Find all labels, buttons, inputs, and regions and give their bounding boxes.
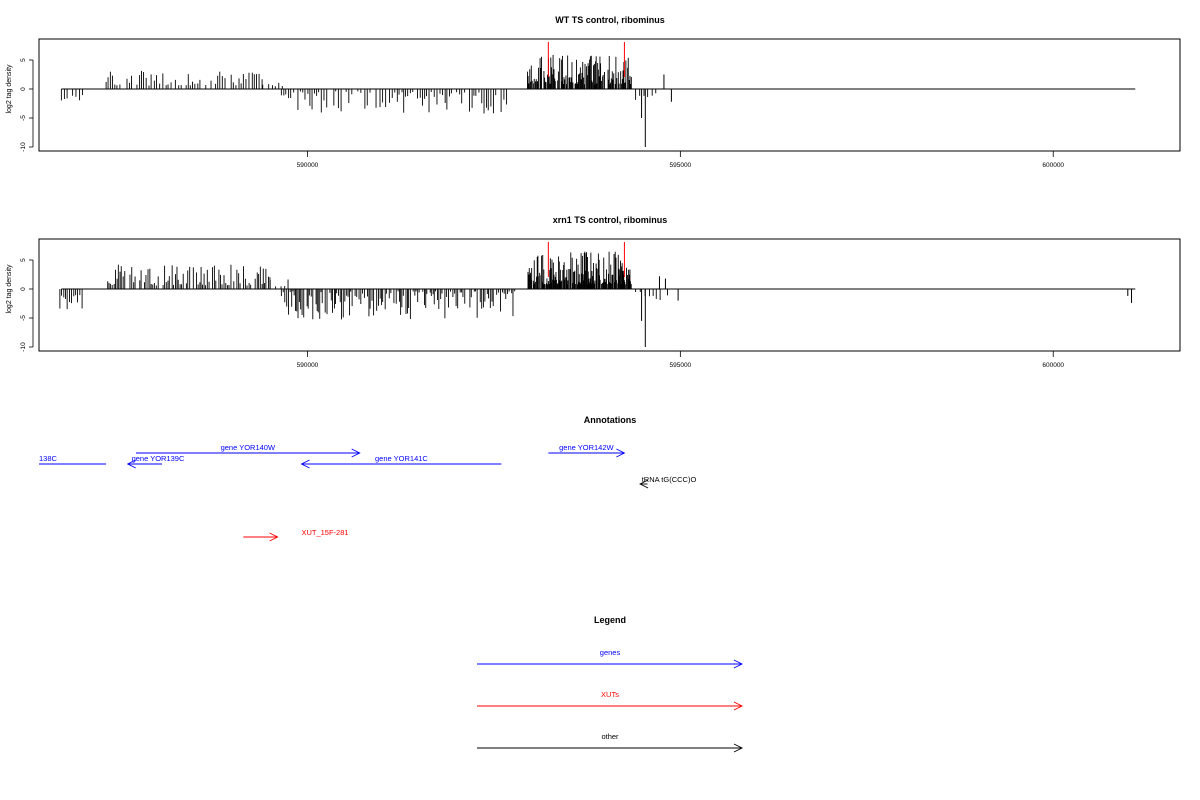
annotations-title: Annotations xyxy=(584,415,637,425)
xrn1-y-tick-label: 0 xyxy=(20,287,27,291)
annotation-label: gene YOR140W xyxy=(221,443,276,452)
xrn1-plot-frame xyxy=(38,238,1181,352)
legend-entry-gene: genes xyxy=(477,648,744,669)
arrowhead-right-icon xyxy=(616,448,626,458)
wt-y-tick-label: -5 xyxy=(20,115,27,121)
annotation-xut: XUT_15F-281 xyxy=(243,528,349,542)
xrn1-x-tick-label: 600000 xyxy=(1042,362,1064,369)
wt-x-tick-label: 600000 xyxy=(1042,162,1064,169)
wt-y-tick-label: -10 xyxy=(20,142,27,152)
xrn1-density-bars xyxy=(59,251,1133,347)
legend-entry-other: other xyxy=(477,732,744,753)
arrowhead-left-icon xyxy=(300,459,310,469)
arrowhead-right-icon xyxy=(733,701,744,711)
annotation-gene: gene YOR140W xyxy=(135,443,361,458)
xrn1-x-tick-label: 595000 xyxy=(669,362,691,369)
annotation-gene: gene YOR139C xyxy=(126,454,185,469)
xrn1-track-panel: xrn1 TS control, ribominus log2 tag dens… xyxy=(6,215,1181,369)
xrn1-x-axis: 590000 595000 600000 xyxy=(297,351,1064,369)
wt-track-panel: WT TS control, ribominus log2 tag densit… xyxy=(6,15,1181,169)
arrowhead-left-icon xyxy=(126,459,136,469)
xrn1-y-axis: -10 -5 0 5 xyxy=(20,258,34,352)
legend-title: Legend xyxy=(594,615,626,625)
wt-y-tick-label: 0 xyxy=(20,87,27,91)
xrn1-y-tick-label: -10 xyxy=(20,342,27,352)
arrowhead-left-icon xyxy=(639,479,649,489)
wt-y-axis: -10 -5 0 5 xyxy=(20,58,34,152)
annotation-label: XUT_15F-281 xyxy=(301,528,348,537)
xrn1-x-tick-label: 590000 xyxy=(297,362,319,369)
xrn1-panel-title: xrn1 TS control, ribominus xyxy=(553,215,668,225)
wt-density-bars xyxy=(60,54,672,147)
xrn1-y-tick-label: 5 xyxy=(20,258,27,262)
legend-label: other xyxy=(601,732,619,741)
legend-label: XUTs xyxy=(601,690,619,699)
wt-plot-frame xyxy=(38,38,1181,152)
wt-y-axis-label: log2 tag density xyxy=(6,64,13,114)
arrowhead-right-icon xyxy=(269,532,279,542)
annotation-gene: 138C xyxy=(39,454,107,465)
annotation-label: gene YOR141C xyxy=(375,454,428,463)
wt-y-tick-label: 5 xyxy=(20,58,27,62)
legend-panel: Legend genes XUTs other xyxy=(477,615,744,753)
annotation-gene: gene YOR142W xyxy=(548,443,626,458)
wt-x-tick-label: 590000 xyxy=(297,162,319,169)
annotation-gene: gene YOR141C xyxy=(300,454,502,469)
legend-label: genes xyxy=(600,648,621,657)
xrn1-red-markers xyxy=(547,242,625,277)
xrn1-y-tick-label: -5 xyxy=(20,315,27,321)
legend-entries: genes XUTs other xyxy=(477,648,744,753)
xrn1-y-axis-label: log2 tag density xyxy=(6,264,13,314)
annotation-label: gene YOR139C xyxy=(132,454,185,463)
annotation-other: tRNA tG(CCC)O xyxy=(639,475,697,489)
arrowhead-right-icon xyxy=(733,743,744,753)
wt-x-tick-label: 595000 xyxy=(669,162,691,169)
legend-entry-xut: XUTs xyxy=(477,690,744,711)
annotation-features: 138C gene YOR139C gene YOR140W gene YOR141C… xyxy=(39,443,697,542)
arrowhead-right-icon xyxy=(351,448,361,458)
annotation-label: tRNA tG(CCC)O xyxy=(642,475,697,484)
wt-x-axis: 590000 595000 600000 xyxy=(297,151,1064,169)
annotation-label: 138C xyxy=(39,454,58,463)
wt-red-markers xyxy=(547,42,625,77)
annotation-label: gene YOR142W xyxy=(559,443,614,452)
wt-panel-title: WT TS control, ribominus xyxy=(555,15,665,25)
arrowhead-right-icon xyxy=(733,659,744,669)
annotations-panel: Annotations 138C gene YOR139C gene YOR140W… xyxy=(39,415,697,542)
